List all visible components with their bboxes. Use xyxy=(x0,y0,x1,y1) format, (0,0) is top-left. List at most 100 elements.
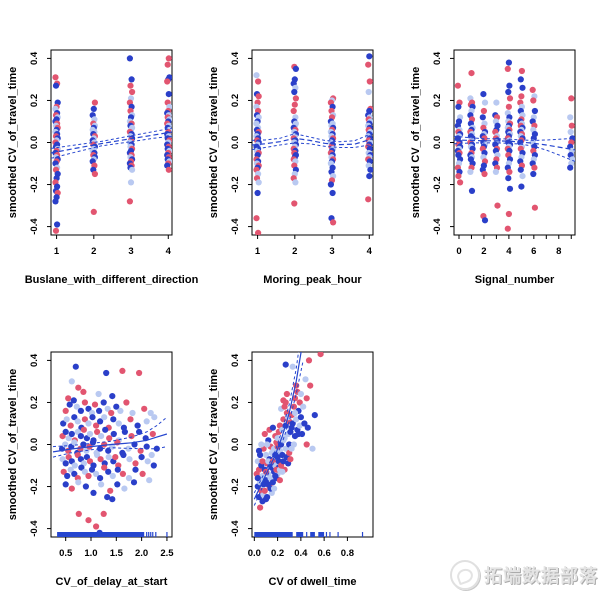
data-point xyxy=(146,477,153,484)
data-point xyxy=(93,523,100,530)
data-point xyxy=(292,95,299,102)
data-point xyxy=(97,445,104,452)
watermark: 拓端数据部落 xyxy=(450,560,598,590)
data-point xyxy=(289,363,296,370)
data-point xyxy=(309,445,316,452)
data-point xyxy=(86,430,94,438)
data-point xyxy=(117,407,124,414)
data-point xyxy=(279,468,286,475)
data-point xyxy=(108,409,115,417)
data-point xyxy=(298,430,306,438)
y-tick-label: -0.2 xyxy=(29,478,40,494)
data-point xyxy=(127,416,134,423)
data-point xyxy=(100,399,107,406)
data-point xyxy=(125,475,133,482)
data-point xyxy=(93,470,100,477)
data-point xyxy=(62,407,69,414)
data-point xyxy=(262,496,270,503)
data-point xyxy=(67,422,74,429)
data-point xyxy=(71,470,78,477)
data-point xyxy=(455,173,462,180)
data-point xyxy=(90,489,97,496)
x-tick-label: 4 xyxy=(367,246,373,257)
data-point xyxy=(141,405,148,412)
data-point xyxy=(128,433,135,440)
x-tick-label: 2 xyxy=(292,246,297,257)
fit-line xyxy=(51,131,172,154)
data-point xyxy=(52,82,60,89)
x-axis-title: CV of dwell_time xyxy=(268,576,356,588)
data-point xyxy=(65,395,72,402)
y-tick-label: -0.4 xyxy=(230,218,241,235)
y-tick-label: 0.4 xyxy=(432,51,443,65)
x-tick-label: 4 xyxy=(506,246,512,257)
x-tick-label: 1 xyxy=(255,246,261,257)
data-point xyxy=(531,204,538,211)
data-point xyxy=(148,451,155,459)
y-tick-label: -0.4 xyxy=(230,520,241,537)
data-point xyxy=(98,433,105,440)
data-point xyxy=(282,399,289,406)
data-point xyxy=(109,496,116,503)
y-axis-title: smoothed CV_of_travel_time xyxy=(208,369,220,521)
data-point xyxy=(567,114,574,121)
panel-cv-of-dwell-time: 0.0 0.2 0.4 0.6 0.8 -0.4 -0.2 0.0 0.2 0.4 CV of dw… xyxy=(201,302,402,604)
data-point xyxy=(86,458,94,465)
data-point xyxy=(130,479,138,486)
data-point xyxy=(518,67,525,75)
y-tick-label: -0.2 xyxy=(432,176,443,192)
data-point xyxy=(293,416,300,423)
data-point xyxy=(129,409,136,417)
data-point xyxy=(91,170,98,178)
data-point xyxy=(303,441,310,448)
data-point xyxy=(506,95,514,102)
scatter-plot-signal-number: 0 2 4 6 8 -0.4 -0.2 0.0 0.2 0.4 Signal_number smoot… xyxy=(410,49,576,286)
y-tick-label: 0.2 xyxy=(29,94,40,107)
data-point xyxy=(282,445,289,452)
x-tick-label: 6 xyxy=(531,246,536,257)
data-point xyxy=(132,460,139,467)
data-point xyxy=(255,93,262,100)
x-tick-label: 3 xyxy=(329,246,334,257)
data-point xyxy=(304,424,311,431)
data-point xyxy=(291,409,299,417)
data-point xyxy=(73,403,80,410)
rug-dense xyxy=(318,532,325,537)
data-point xyxy=(126,456,133,463)
data-point xyxy=(479,114,486,121)
y-tick-label: -0.4 xyxy=(432,218,443,235)
data-point xyxy=(149,430,156,438)
scatter-plot-cv-delay-at-start: 0.5 1.0 1.5 2.0 2.5 -0.4 -0.2 0.0 0.2 0.4 CV_of_de… xyxy=(7,351,174,588)
data-point xyxy=(81,416,88,423)
data-point xyxy=(75,479,82,486)
data-point xyxy=(454,82,461,89)
data-point xyxy=(365,61,372,68)
data-point xyxy=(529,86,536,93)
data-point xyxy=(366,173,373,180)
y-tick-label: 0.2 xyxy=(230,396,241,409)
data-point xyxy=(165,166,172,173)
data-point xyxy=(317,352,324,358)
data-area xyxy=(253,352,364,537)
data-point xyxy=(457,179,464,186)
data-point xyxy=(127,82,134,89)
x-tick-label: 0.5 xyxy=(59,548,73,559)
data-point xyxy=(261,430,268,438)
data-point xyxy=(138,454,145,461)
data-point xyxy=(254,189,261,197)
panel-cv-of-delay-at-start: 0.5 1.0 1.5 2.0 2.5 -0.4 -0.2 0.0 0.2 0.4 CV_of_de… xyxy=(0,302,201,604)
data-point xyxy=(103,369,110,377)
x-tick-label: 1.5 xyxy=(110,548,124,559)
watermark-logo-icon xyxy=(450,560,480,590)
x-tick-label: 0.0 xyxy=(248,548,261,559)
fit-upper-band xyxy=(253,352,300,494)
panel-morning-peak-hour: 1 2 3 4 -0.4 -0.2 0.0 0.2 0.4 Moring_peak_hour smo… xyxy=(201,0,402,302)
data-point xyxy=(96,407,103,414)
data-point xyxy=(307,382,314,389)
data-point xyxy=(128,76,135,83)
scatter-plot-cv-dwell-time: 0.0 0.2 0.4 0.6 0.8 -0.4 -0.2 0.0 0.2 0.4 CV of dw… xyxy=(208,351,374,588)
y-tick-label: 0.0 xyxy=(432,136,443,149)
data-point xyxy=(109,472,116,480)
data-point xyxy=(147,409,154,417)
data-point xyxy=(280,458,287,465)
